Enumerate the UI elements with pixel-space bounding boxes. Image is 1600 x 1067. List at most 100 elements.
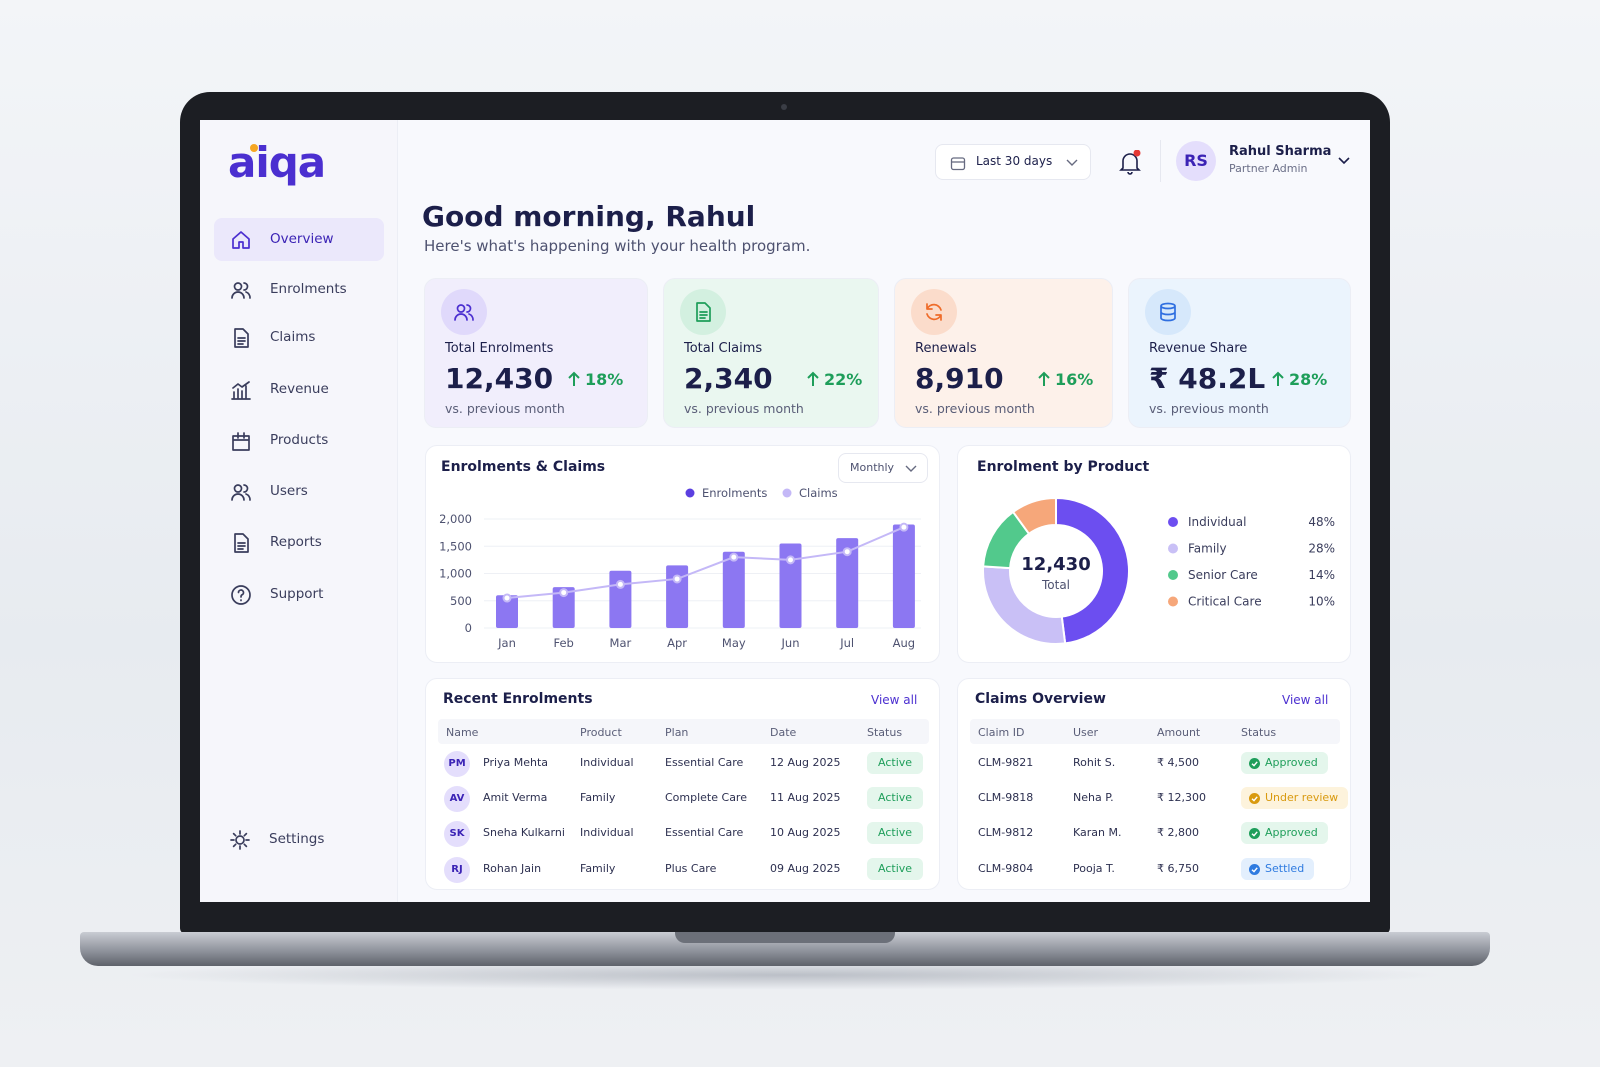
kpi-change: 28% xyxy=(1289,370,1328,389)
user-role: Partner Admin xyxy=(1229,162,1308,175)
table-cell: ₹ 2,800 xyxy=(1157,826,1199,839)
y-tick-label: 500 xyxy=(450,594,472,608)
kpi-icon xyxy=(926,303,942,321)
status-icon xyxy=(1249,828,1260,839)
nav-icon xyxy=(234,328,249,348)
table-cell: 10 Aug 2025 xyxy=(770,826,841,839)
status-icon xyxy=(1249,758,1260,769)
donut-slice xyxy=(1055,496,1130,645)
nav-item[interactable]: Settings xyxy=(269,831,325,847)
nav-item[interactable]: Claims xyxy=(270,329,316,345)
table-cell: Plus Care xyxy=(665,862,717,875)
legend-marker xyxy=(685,488,695,498)
x-tick-label: Jul xyxy=(839,636,854,650)
x-tick-label: Apr xyxy=(667,636,687,650)
up-arrow xyxy=(1038,371,1050,386)
bell-icon[interactable] xyxy=(1118,150,1142,176)
line-point xyxy=(672,574,682,584)
legend-marker xyxy=(1168,596,1178,607)
avatar: RJ xyxy=(444,857,470,883)
legend-marker xyxy=(782,488,792,498)
status-icon xyxy=(1249,864,1260,875)
laptop-notch xyxy=(675,932,895,943)
kpi-change: 22% xyxy=(824,370,863,389)
logo[interactable]: aiqa xyxy=(228,138,326,187)
x-tick-label: May xyxy=(722,636,746,650)
nav-item[interactable]: Reports xyxy=(270,534,322,550)
kpi-note: vs. previous month xyxy=(445,401,565,416)
table-cell: ₹ 4,500 xyxy=(1157,756,1199,769)
kpi-change: 16% xyxy=(1055,370,1094,389)
nav-item[interactable]: Enrolments xyxy=(270,281,347,297)
kpi-icon xyxy=(1160,302,1176,322)
table-cell: CLM-9812 xyxy=(978,826,1034,839)
status-icon xyxy=(1249,793,1260,804)
table-cell: Priya Mehta xyxy=(483,756,549,769)
table-cell: ₹ 12,300 xyxy=(1157,791,1206,804)
date-filter[interactable]: Last 30 days xyxy=(935,144,1091,180)
nav-item[interactable]: Revenue xyxy=(270,381,329,397)
kpi-note: vs. previous month xyxy=(915,401,1035,416)
nav-item[interactable]: Support xyxy=(270,586,324,602)
bar xyxy=(892,524,915,628)
date-filter-label: Last 30 days xyxy=(976,154,1053,168)
table-cell: Essential Care xyxy=(665,756,744,769)
line-point xyxy=(786,555,795,565)
line-point xyxy=(615,579,625,589)
kpi-icon xyxy=(696,302,711,322)
nav-icon xyxy=(234,533,249,553)
bar xyxy=(666,565,689,628)
table-cell: Karan M. xyxy=(1073,826,1122,839)
bar xyxy=(496,595,518,628)
nav-active-bg xyxy=(214,218,384,261)
kpi-card: Total Enrolments 12,430 18% vs. previous mo… xyxy=(424,278,648,428)
period-select[interactable]: Monthly xyxy=(838,453,928,483)
user-menu-chevron[interactable] xyxy=(1337,156,1351,166)
donut-slice xyxy=(1011,496,1057,536)
kpi-value: 2,340 xyxy=(684,362,773,395)
nav-item[interactable]: Products xyxy=(270,432,329,448)
nav-icon xyxy=(231,585,251,605)
table-cell: Rohit S. xyxy=(1073,756,1116,769)
table-cell: CLM-9821 xyxy=(978,756,1034,769)
status-pill: Active xyxy=(867,787,924,809)
column-header: Name xyxy=(446,726,479,739)
table-cell: ₹ 6,750 xyxy=(1157,862,1199,875)
column-header: Date xyxy=(770,726,797,739)
kpi-note: vs. previous month xyxy=(684,401,804,416)
legend-label: Enrolments xyxy=(702,486,767,500)
kpi-icon xyxy=(454,304,474,321)
status-pill: Active xyxy=(867,752,924,774)
view-all-link[interactable]: View all xyxy=(1282,693,1329,707)
avatar[interactable]: RS xyxy=(1176,141,1216,181)
column-header: Claim ID xyxy=(978,726,1025,739)
table-title: Recent Enrolments xyxy=(443,691,593,707)
y-tick-label: 1,500 xyxy=(439,539,472,553)
line-point xyxy=(842,547,852,557)
x-tick-label: Aug xyxy=(893,636,915,650)
period-label: Monthly xyxy=(850,461,895,474)
kpi-value: ₹ 48.2L xyxy=(1149,362,1266,395)
column-header: Product xyxy=(580,726,622,739)
table-card: Claims Overview View all Claim ID User Amoun… xyxy=(957,678,1351,890)
table-cell: CLM-9804 xyxy=(978,862,1034,875)
view-all-link[interactable]: View all xyxy=(871,693,918,707)
up-arrow xyxy=(1272,371,1284,386)
bar xyxy=(779,543,802,628)
nav-item[interactable]: Overview xyxy=(270,231,334,247)
legend-label: Critical Care xyxy=(1188,595,1262,609)
table-cell: Individual xyxy=(580,826,634,839)
kpi-label: Total Claims xyxy=(684,341,763,356)
column-header: Status xyxy=(867,726,903,739)
table-cell: Sneha Kulkarni xyxy=(483,826,565,839)
nav-item[interactable]: Users xyxy=(270,483,308,499)
screen: aiqa Overview Enrolments Claims Revenue Prod… xyxy=(200,120,1370,902)
line-point xyxy=(729,552,739,562)
column-header: User xyxy=(1073,726,1099,739)
sidebar: aiqa Overview Enrolments Claims Revenue Prod… xyxy=(200,120,398,902)
table-cell: Essential Care xyxy=(665,826,744,839)
table-cell: 12 Aug 2025 xyxy=(770,756,841,769)
x-tick-label: Feb xyxy=(554,636,574,650)
kpi-label: Revenue Share xyxy=(1149,341,1248,356)
table-cell: Pooja T. xyxy=(1073,862,1115,875)
